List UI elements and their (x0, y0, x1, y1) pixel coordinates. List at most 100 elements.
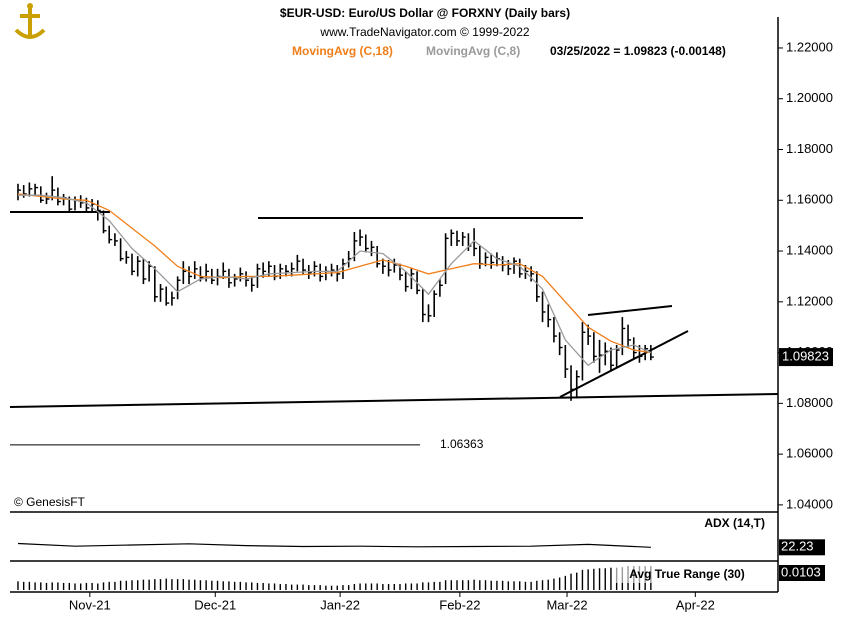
indicator-bar (433, 581, 435, 590)
indicator-bar (410, 583, 413, 590)
indicator-name: Avg True Range (30) (629, 567, 745, 581)
indicator-name-bg (614, 567, 760, 583)
indicator-bar (79, 583, 82, 590)
indicator-bar (439, 581, 441, 590)
indicator-bar (553, 578, 555, 590)
indicator-bar (547, 579, 549, 590)
indicator-bar (74, 583, 76, 590)
trend-lines (9, 211, 779, 408)
indicator-value: 0.0103 (781, 564, 821, 579)
x-tick-label: Dec-21 (194, 597, 236, 612)
level-label: 1.06363 (440, 437, 484, 451)
indicator-bar (216, 580, 219, 590)
moving-average (17, 193, 651, 354)
indicator-bar (479, 580, 481, 590)
x-tick-label: Nov-21 (69, 597, 111, 612)
indicator-bar (302, 584, 304, 590)
indicator-bar (530, 581, 532, 590)
indicator-bar (473, 579, 475, 590)
indicator-bar (541, 580, 544, 590)
chart-title: $EUR-USD: Euro/US Dollar @ FORXNY (Daily… (280, 6, 570, 20)
indicator-bar (370, 583, 373, 590)
indicator-bar (205, 580, 207, 590)
indicator-bar (62, 582, 65, 590)
indicator-bar (330, 585, 333, 590)
indicator-bar (154, 579, 156, 590)
indicator-value: 22.23 (781, 539, 814, 554)
indicator-bar (68, 582, 70, 590)
price-box (779, 348, 833, 367)
indicator-bar (513, 581, 515, 590)
y-tick-label: 1.14000 (786, 242, 833, 257)
indicator-bar (199, 580, 202, 590)
y-tick-label: 1.20000 (786, 90, 833, 105)
indicator-bar (233, 581, 236, 590)
indicator-bar (279, 584, 281, 590)
indicator-bar (171, 579, 173, 590)
y-tick-label: 1.12000 (786, 293, 833, 308)
indicator-bar (496, 580, 498, 590)
indicator-bar (399, 584, 401, 590)
indicator-bar (462, 580, 464, 590)
moving-average (18, 194, 652, 367)
indicator-bar (251, 582, 253, 590)
legend-entry: MovingAvg (C,8) (426, 44, 520, 58)
indicator-line (17, 542, 651, 548)
indicator-bar (108, 581, 110, 590)
indicator-bar (570, 573, 572, 590)
x-tick-label: Mar-22 (546, 597, 587, 612)
indicator-bar (296, 584, 299, 590)
indicator-bar (444, 580, 447, 590)
indicator-bar (256, 582, 259, 590)
legend-entry: MovingAvg (C,18) (292, 44, 393, 58)
indicator-bar (268, 583, 270, 590)
indicator-bar (17, 581, 19, 590)
indicator-bar (610, 567, 612, 590)
indicator-bar (581, 569, 584, 590)
status-text: 03/25/2022 = 1.09823 (-0.00148) (550, 44, 726, 58)
indicator-bar (536, 580, 538, 590)
indicator-bar (598, 568, 601, 590)
indicator-bar (404, 583, 407, 590)
indicator-bar (262, 582, 264, 590)
x-tick-label: Apr-22 (676, 597, 715, 612)
indicator-bar (365, 583, 367, 590)
indicator-bar (159, 579, 162, 590)
indicator-bar (587, 569, 589, 590)
indicator-bar (148, 579, 150, 590)
indicator-bar (416, 583, 418, 590)
indicator-bar (119, 580, 122, 590)
indicator-name: ADX (14,T) (704, 516, 765, 530)
indicator-bar (131, 580, 133, 590)
indicator-bar (40, 582, 42, 590)
indicator-bar (245, 582, 247, 590)
indicator-bar (347, 585, 350, 590)
indicator-bar (313, 585, 316, 590)
indicator-bar (382, 584, 384, 590)
indicator-bar (393, 584, 395, 590)
indicator-bar (97, 583, 99, 590)
chart-subtitle: www.TradeNavigator.com © 1999-2022 (319, 25, 529, 39)
indicator-bar (359, 583, 361, 590)
indicator-bar (501, 580, 504, 590)
price-label: 1.09823 (782, 349, 829, 364)
indicator-bar (558, 577, 561, 590)
frame (10, 17, 779, 593)
indicator-bar (142, 579, 145, 590)
indicator-bar (450, 580, 453, 590)
y-tick-label: 1.18000 (786, 141, 833, 156)
indicator-bar (524, 581, 527, 590)
indicator-value-box (779, 539, 825, 556)
indicator-bar (91, 582, 93, 590)
y-tick-label: 1.08000 (786, 395, 833, 410)
indicator-bar (137, 580, 139, 590)
indicator-bar (45, 582, 48, 590)
indicator-bar (576, 572, 578, 590)
indicator-bar (387, 584, 390, 590)
indicator-bar (114, 581, 116, 590)
indicator-bar (34, 582, 36, 590)
indicator-bar (353, 584, 356, 590)
